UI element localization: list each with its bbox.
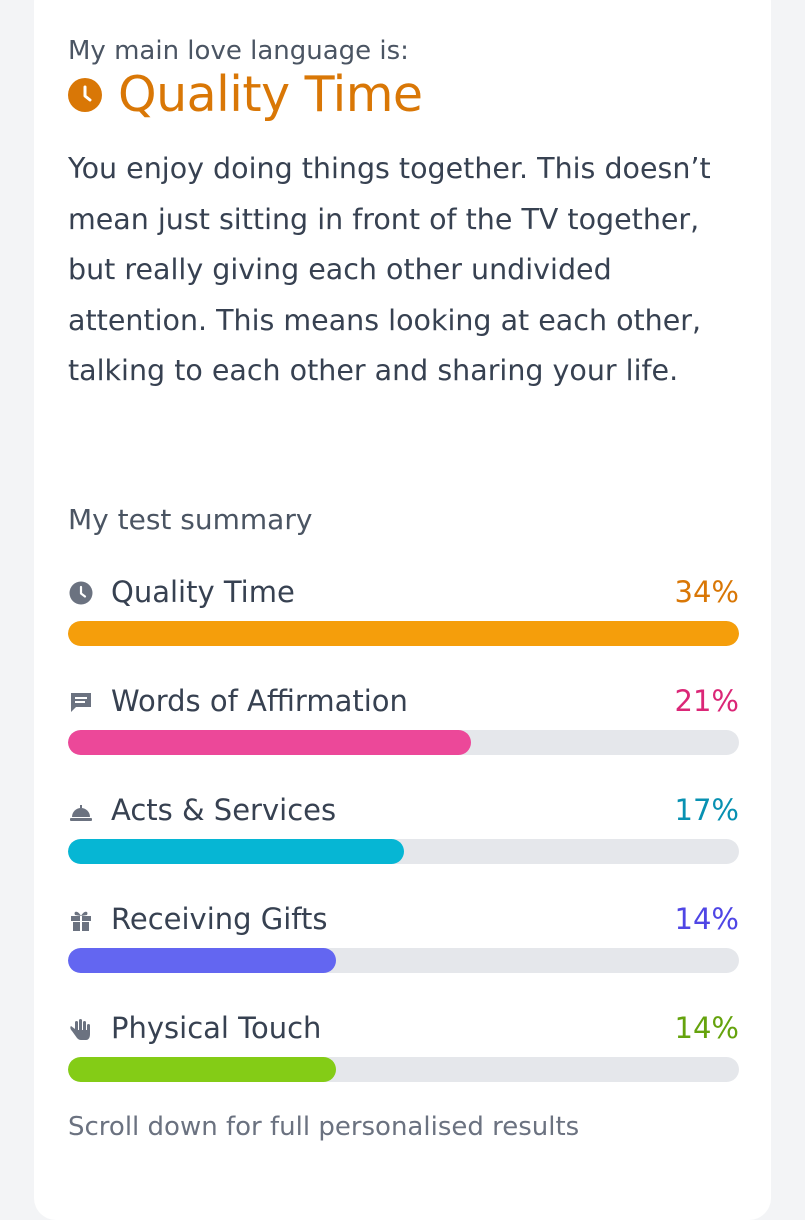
test-summary-heading: My test summary — [68, 503, 313, 536]
result-row-acts-and-services: Acts & Services 17% — [68, 788, 739, 878]
result-progress-fill — [68, 948, 337, 973]
result-percentage: 34% — [674, 575, 739, 609]
result-header: Words of Affirmation 21% — [68, 679, 739, 725]
result-label: Acts & Services — [111, 793, 337, 827]
result-percentage: 14% — [674, 902, 739, 936]
result-percentage: 14% — [674, 1011, 739, 1045]
result-progress-track — [68, 948, 739, 973]
clock-icon — [68, 78, 102, 112]
result-label: Receiving Gifts — [111, 902, 328, 936]
result-row-quality-time: Quality Time 34% — [68, 570, 739, 660]
hand-icon — [68, 1016, 94, 1042]
result-progress-fill — [68, 621, 739, 646]
result-label: Words of Affirmation — [111, 684, 408, 718]
result-header: Acts & Services 17% — [68, 788, 739, 834]
clock-icon — [68, 580, 94, 606]
main-language-intro: My main love language is: — [68, 36, 409, 66]
result-progress-track — [68, 1057, 739, 1082]
result-row-physical-touch: Physical Touch 14% — [68, 1006, 739, 1096]
result-label: Quality Time — [111, 575, 295, 609]
result-header: Physical Touch 14% — [68, 1006, 739, 1052]
chat-bubble-icon — [68, 689, 94, 715]
result-header: Quality Time 34% — [68, 570, 739, 616]
main-language-description: You enjoy doing things together. This do… — [68, 152, 711, 387]
result-progress-track — [68, 621, 739, 646]
result-row-receiving-gifts: Receiving Gifts 14% — [68, 897, 739, 987]
scroll-hint: Scroll down for full personalised result… — [68, 1112, 580, 1142]
result-progress-fill — [68, 730, 471, 755]
result-progress-fill — [68, 1057, 337, 1082]
result-row-words-of-affirmation: Words of Affirmation 21% — [68, 679, 739, 769]
result-label: Physical Touch — [111, 1011, 322, 1045]
result-header: Receiving Gifts 14% — [68, 897, 739, 943]
service-bell-icon — [68, 798, 94, 824]
main-language-title: Quality Time — [118, 66, 423, 123]
result-percentage: 21% — [674, 684, 739, 718]
main-language-heading: Quality Time — [68, 66, 423, 124]
result-progress-fill — [68, 839, 404, 864]
result-percentage: 17% — [674, 793, 739, 827]
gift-icon — [68, 907, 94, 933]
result-progress-track — [68, 730, 739, 755]
result-progress-track — [68, 839, 739, 864]
results-card: My main love language is: Quality Time Y… — [34, 0, 771, 1220]
